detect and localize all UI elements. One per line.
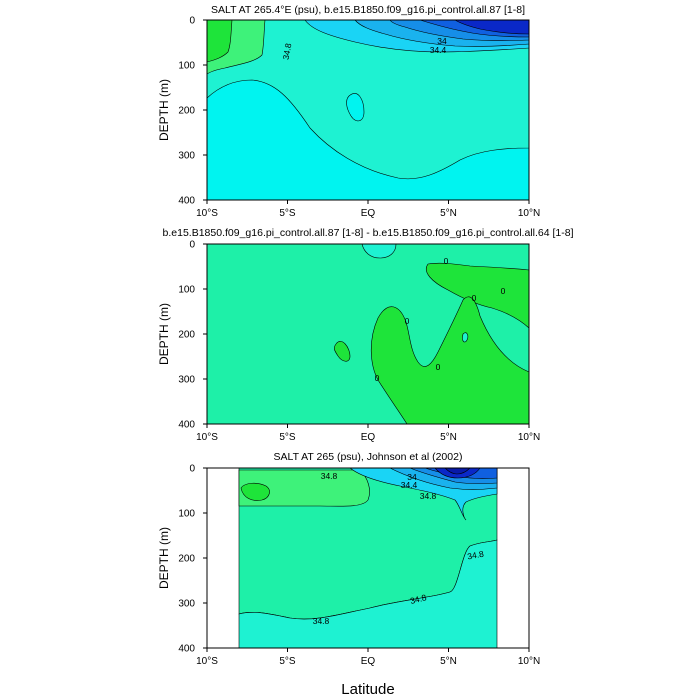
- panel-3-fill-lightgreen: [238, 469, 370, 507]
- panel-1-title: SALT AT 265.4°E (psu), b.e15.B1850.f09_g…: [211, 4, 525, 16]
- x-tick-label: 5°S: [279, 432, 296, 443]
- x-tick-label: 10°S: [196, 656, 218, 667]
- panel-3-axes: 10°S 5°S EQ 5°N 10°N 0 100 200 300 400: [178, 464, 540, 668]
- panel-2: b.e15.B1850.f09_g16.pi_control.all.87 [1…: [157, 227, 574, 443]
- y-tick-label: 300: [178, 375, 195, 386]
- x-tick-label: 10°N: [518, 432, 540, 443]
- panel-3-fill-green: [240, 482, 270, 501]
- y-tick-label: 300: [178, 151, 195, 162]
- panel-2-contour-label: 0: [444, 256, 449, 266]
- panel-3-contour-label: 34.8: [420, 491, 437, 501]
- panel-2-contour-label: 0: [375, 373, 380, 383]
- panel-2-plot: 0 0 0 0 0 0: [206, 243, 530, 425]
- panel-1-contour-label: 34: [437, 36, 447, 46]
- x-tick-label: 10°N: [518, 656, 540, 667]
- panel-1: SALT AT 265.4°E (psu), b.e15.B1850.f09_g…: [157, 4, 540, 219]
- x-tick-label: 5°S: [279, 208, 296, 219]
- x-axis-title: Latitude: [341, 681, 394, 698]
- panel-2-fill-pocket: [462, 332, 469, 343]
- y-tick-label: 300: [178, 599, 195, 610]
- panel-2-contour-label: 0: [472, 293, 477, 303]
- panel-1-contour-label: 34.4: [430, 45, 447, 55]
- y-tick-label: 0: [189, 464, 195, 475]
- panel-3-plot: 34.8 34 34.4 34.8 34.8 34.8 34.8: [206, 467, 530, 649]
- y-tick-label: 0: [189, 16, 195, 27]
- x-tick-label: 5°N: [440, 208, 457, 219]
- x-tick-label: 5°N: [440, 656, 457, 667]
- y-tick-label: 100: [178, 285, 195, 296]
- panel-3-fill-deep-navy: [444, 467, 471, 475]
- panel-1-fill-mint: [206, 19, 530, 180]
- panel-3-contour-label: 34: [407, 472, 417, 482]
- y-tick-label: 400: [178, 420, 195, 431]
- panel-1-contour-label: 34.8: [281, 42, 294, 60]
- x-tick-label: EQ: [361, 656, 376, 667]
- y-tick-label: 100: [178, 509, 195, 520]
- panel-3-ylabel: DEPTH (m): [157, 527, 171, 589]
- x-tick-label: EQ: [361, 208, 376, 219]
- panel-3: SALT AT 265 (psu), Johnson et al (2002) …: [157, 451, 540, 667]
- y-tick-label: 200: [178, 554, 195, 565]
- panel-2-fill-positive-west: [333, 341, 351, 362]
- y-tick-label: 400: [178, 196, 195, 207]
- panel-2-fill-positive-east: [426, 262, 530, 424]
- x-tick-label: 5°S: [279, 656, 296, 667]
- panel-3-contour-label: 34.8: [321, 471, 338, 481]
- x-tick-label: 5°N: [440, 432, 457, 443]
- panel-2-contour-label: 0: [436, 362, 441, 372]
- y-tick-label: 200: [178, 106, 195, 117]
- y-tick-label: 0: [189, 240, 195, 251]
- x-tick-label: 10°N: [518, 208, 540, 219]
- x-tick-label: EQ: [361, 432, 376, 443]
- panel-2-contour-label: 0: [405, 316, 410, 326]
- x-tick-label: 10°S: [196, 432, 218, 443]
- panel-3-title: SALT AT 265 (psu), Johnson et al (2002): [274, 451, 463, 463]
- y-tick-label: 200: [178, 330, 195, 341]
- panel-1-plot: 34.8 34 34.4: [206, 19, 530, 201]
- panel-2-axes: 10°S 5°S EQ 5°N 10°N 0 100 200 300 400: [178, 240, 540, 444]
- panel-1-fill-green: [206, 19, 233, 63]
- panel-1-fill-cyan-pocket: [346, 93, 365, 122]
- panel-3-contour-label: 34.8: [409, 592, 428, 606]
- panel-1-fill-navy: [453, 19, 530, 35]
- y-tick-label: 100: [178, 61, 195, 72]
- panel-2-ylabel: DEPTH (m): [157, 303, 171, 365]
- panel-1-axes: 10°S 5°S EQ 5°N 10°N 0 100 200 300 400: [178, 16, 540, 220]
- panel-3-contour-label: 34.8: [313, 616, 330, 626]
- panel-2-title: b.e15.B1850.f09_g16.pi_control.all.87 [1…: [163, 227, 574, 239]
- y-tick-label: 400: [178, 644, 195, 655]
- panel-2-fill-positive-central: [370, 296, 530, 425]
- panel-3-contour-label: 34.4: [401, 480, 418, 490]
- panel-2-fill-negative: [361, 243, 397, 259]
- panel-2-contour-label: 0: [501, 286, 506, 296]
- panel-1-ylabel: DEPTH (m): [157, 79, 171, 141]
- x-tick-label: 10°S: [196, 208, 218, 219]
- panel-3-fill-aqua-lower: [238, 539, 498, 649]
- panel-3-contour-label: 34.8: [466, 549, 484, 562]
